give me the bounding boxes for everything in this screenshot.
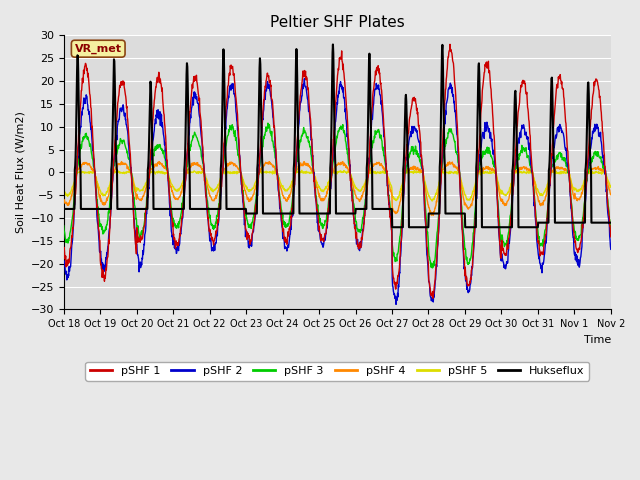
Title: Peltier SHF Plates: Peltier SHF Plates [270,15,404,30]
pSHF 5 [543,185,550,191]
pSHF 3 [429,265,436,271]
Line: pSHF 4: pSHF 4 [64,162,611,215]
pSHF 2 [301,76,308,82]
pSHF 4 [607,192,614,198]
pSHF 1 [168,218,176,224]
pSHF 2 [543,233,550,239]
pSHF 4 [422,192,430,198]
X-axis label: Time: Time [584,335,611,345]
pSHF 5 [428,198,436,204]
pSHF 4 [60,196,68,202]
pSHF 4 [168,188,176,193]
pSHF 5 [60,188,68,194]
Line: pSHF 1: pSHF 1 [64,44,611,298]
Hukseflux [168,206,176,212]
pSHF 2 [168,234,176,240]
pSHF 5 [298,168,305,173]
pSHF 4 [243,192,250,198]
pSHF 1 [243,229,250,235]
Line: pSHF 2: pSHF 2 [64,79,611,304]
pSHF 3 [168,213,176,219]
pSHF 1 [422,226,430,231]
Hukseflux [60,206,68,212]
pSHF 2 [423,252,431,257]
pSHF 3 [182,172,189,178]
pSHF 5 [243,186,250,192]
pSHF 1 [543,224,550,229]
pSHF 3 [607,226,614,231]
pSHF 2 [607,246,614,252]
Hukseflux [388,224,396,230]
pSHF 1 [495,214,502,219]
pSHF 4 [429,212,437,218]
Hukseflux [607,220,614,226]
Hukseflux [329,42,337,48]
pSHF 1 [60,246,68,252]
pSHF 5 [182,171,189,177]
Hukseflux [543,220,550,226]
pSHF 3 [495,204,502,210]
Line: Hukseflux: Hukseflux [64,45,611,227]
pSHF 1 [607,234,614,240]
pSHF 2 [60,259,68,265]
pSHF 4 [182,172,189,178]
pSHF 4 [339,159,347,165]
pSHF 3 [543,217,550,223]
pSHF 3 [422,218,430,224]
pSHF 1 [446,41,454,47]
pSHF 3 [264,120,272,126]
Hukseflux [423,224,431,230]
pSHF 4 [543,191,550,197]
pSHF 1 [429,295,436,301]
pSHF 1 [182,178,189,184]
pSHF 2 [243,228,250,234]
Y-axis label: Soil Heat Flux (W/m2): Soil Heat Flux (W/m2) [15,111,25,233]
pSHF 4 [495,182,502,188]
pSHF 2 [495,216,502,222]
pSHF 3 [243,215,250,220]
pSHF 5 [422,185,430,191]
Hukseflux [495,224,502,230]
pSHF 5 [495,180,502,185]
Hukseflux [243,211,250,216]
Text: VR_met: VR_met [75,44,122,54]
pSHF 5 [168,181,176,187]
Line: pSHF 3: pSHF 3 [64,123,611,268]
pSHF 2 [392,301,400,307]
Legend: pSHF 1, pSHF 2, pSHF 3, pSHF 4, pSHF 5, Hukseflux: pSHF 1, pSHF 2, pSHF 3, pSHF 4, pSHF 5, … [85,362,589,381]
Line: pSHF 5: pSHF 5 [64,170,611,201]
Hukseflux [182,138,189,144]
pSHF 3 [60,223,68,228]
pSHF 2 [182,179,189,184]
pSHF 5 [607,184,614,190]
